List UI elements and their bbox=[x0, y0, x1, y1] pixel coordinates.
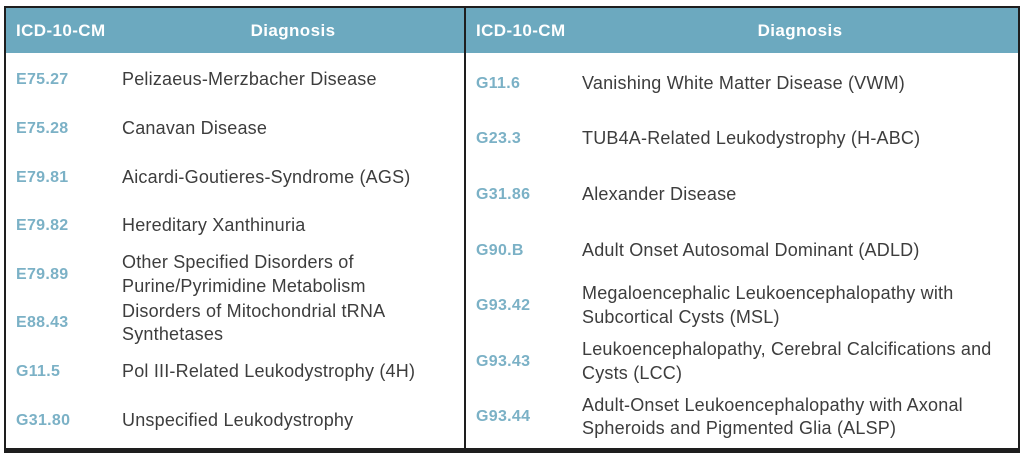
diagnosis-text: Aicardi-Goutieres-Syndrome (AGS) bbox=[122, 166, 411, 187]
diagnosis-text: Megaloencephalic Leukoencephalopathy wit… bbox=[582, 283, 954, 328]
icd-code: E75.27 bbox=[16, 71, 69, 89]
icd-code: G31.80 bbox=[16, 411, 71, 429]
table-row: G23.3 TUB4A-Related Leukodystrophy (H-AB… bbox=[466, 112, 1018, 168]
column-header-diagnosis: Diagnosis bbox=[250, 20, 336, 40]
diagnosis-text: Unspecified Leukodystrophy bbox=[122, 409, 354, 430]
table-body-left: E75.27 Pelizaeus-Merzbacher Disease E75.… bbox=[6, 53, 464, 448]
icd-code: G93.43 bbox=[476, 352, 531, 370]
diagnosis-text: Adult Onset Autosomal Dominant (ADLD) bbox=[582, 239, 920, 260]
table-row: G11.6 Vanishing White Matter Disease (VW… bbox=[466, 56, 1018, 112]
table-row: G31.80 Unspecified Leukodystrophy bbox=[6, 396, 464, 445]
table-row: G93.44 Adult-Onset Leukoencephalopathy w… bbox=[466, 389, 1018, 445]
icd-code: G23.3 bbox=[476, 130, 522, 148]
icd-code: G90.B bbox=[476, 241, 524, 259]
diagnosis-text: Hereditary Xanthinuria bbox=[122, 215, 306, 236]
table-row: E79.89 Other Specified Disorders of Puri… bbox=[6, 251, 464, 300]
table-row: E79.82 Hereditary Xanthinuria bbox=[6, 202, 464, 251]
icd-code: E88.43 bbox=[16, 314, 69, 332]
table-row: E88.43 Disorders of Mitochondrial tRNA S… bbox=[6, 299, 464, 348]
table-header-left: ICD-10-CM Diagnosis bbox=[6, 8, 464, 53]
icd-code: E79.81 bbox=[16, 168, 69, 186]
diagnosis-text: Leukoencephalopathy, Cerebral Calcificat… bbox=[582, 338, 992, 383]
table-panel-right: ICD-10-CM Diagnosis G11.6 Vanishing Whit… bbox=[466, 8, 1018, 448]
icd-code: G93.42 bbox=[476, 297, 531, 315]
diagnosis-text: Canavan Disease bbox=[122, 118, 268, 139]
table-row: G93.43 Leukoencephalopathy, Cerebral Cal… bbox=[466, 334, 1018, 390]
icd-code: G31.86 bbox=[476, 185, 531, 203]
icd-code: G11.5 bbox=[16, 363, 61, 381]
icd-code: E75.28 bbox=[16, 119, 69, 137]
table-row: G90.B Adult Onset Autosomal Dominant (AD… bbox=[466, 223, 1018, 279]
table-header-right: ICD-10-CM Diagnosis bbox=[466, 8, 1018, 53]
diagnosis-text: Alexander Disease bbox=[582, 184, 737, 205]
column-header-diagnosis: Diagnosis bbox=[757, 20, 843, 40]
table-body-right: G11.6 Vanishing White Matter Disease (VW… bbox=[466, 53, 1018, 448]
icd-code: E79.82 bbox=[16, 217, 69, 235]
diagnosis-text: Pol III-Related Leukodystrophy (4H) bbox=[122, 361, 416, 382]
table-row: G11.5 Pol III-Related Leukodystrophy (4H… bbox=[6, 348, 464, 397]
diagnosis-text: Other Specified Disorders of Purine/Pyri… bbox=[122, 252, 366, 296]
column-header-icd10: ICD-10-CM bbox=[476, 20, 566, 40]
table-row: G31.86 Alexander Disease bbox=[466, 167, 1018, 223]
icd-code: G11.6 bbox=[476, 74, 521, 92]
diagnosis-text: Pelizaeus-Merzbacher Disease bbox=[122, 69, 377, 90]
icd10-diagnosis-table: ICD-10-CM Diagnosis E75.27 Pelizaeus-Mer… bbox=[4, 6, 1020, 453]
table-row: E75.27 Pelizaeus-Merzbacher Disease bbox=[6, 56, 464, 105]
table-panel-left: ICD-10-CM Diagnosis E75.27 Pelizaeus-Mer… bbox=[6, 8, 466, 448]
table-row: G93.42 Megaloencephalic Leukoencephalopa… bbox=[466, 278, 1018, 334]
diagnosis-text: Adult-Onset Leukoencephalopathy with Axo… bbox=[582, 394, 963, 439]
diagnosis-text: TUB4A-Related Leukodystrophy (H-ABC) bbox=[582, 128, 921, 149]
table-row: E75.28 Canavan Disease bbox=[6, 105, 464, 154]
table-row: E79.81 Aicardi-Goutieres-Syndrome (AGS) bbox=[6, 153, 464, 202]
diagnosis-text: Vanishing White Matter Disease (VWM) bbox=[582, 72, 905, 93]
diagnosis-text: Disorders of Mitochondrial tRNA Syntheta… bbox=[122, 300, 385, 345]
column-header-icd10: ICD-10-CM bbox=[16, 20, 106, 40]
icd-code: E79.89 bbox=[16, 265, 69, 283]
icd-code: G93.44 bbox=[476, 408, 531, 426]
